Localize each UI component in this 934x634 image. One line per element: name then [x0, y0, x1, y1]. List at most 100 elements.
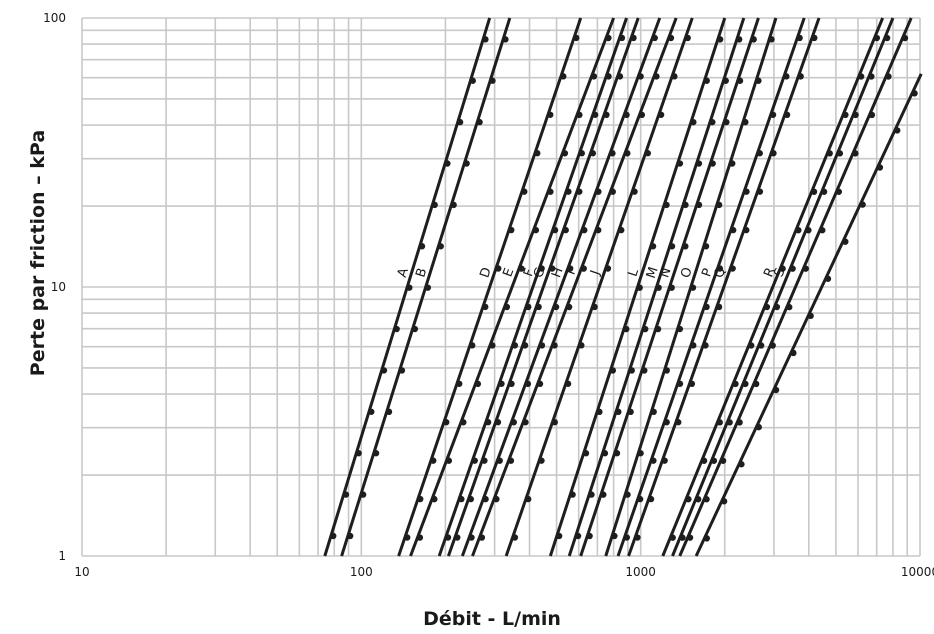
data-point — [630, 34, 637, 42]
data-point — [649, 243, 657, 250]
series-line — [460, 17, 662, 557]
data-point — [732, 380, 739, 388]
data-point — [355, 449, 362, 457]
series-label: Q — [712, 265, 730, 280]
series-q: Q — [627, 17, 821, 557]
data-point — [661, 457, 668, 464]
series-i: I — [471, 17, 678, 557]
data-point — [498, 380, 505, 387]
data-point — [581, 226, 588, 234]
data-point — [524, 380, 532, 388]
data-point — [573, 34, 580, 42]
data-point — [684, 34, 691, 42]
data-point — [679, 534, 686, 541]
data-point — [719, 457, 727, 464]
data-point — [669, 534, 676, 541]
data-point — [586, 532, 593, 540]
data-point — [605, 73, 612, 80]
data-point — [819, 227, 826, 234]
data-point — [735, 36, 743, 43]
data-point — [507, 457, 515, 464]
data-point — [613, 450, 621, 457]
data-point — [564, 380, 572, 387]
series-label: H — [549, 265, 566, 279]
series-p: P — [616, 17, 806, 557]
data-point — [694, 495, 702, 503]
data-point — [883, 34, 891, 42]
data-point — [859, 201, 866, 208]
series-label: A — [395, 266, 412, 279]
data-point — [709, 160, 716, 167]
data-point — [650, 457, 657, 464]
data-point — [398, 367, 406, 374]
series-line — [671, 17, 895, 557]
x-tick-label: 10000 — [901, 565, 934, 579]
data-point — [624, 150, 631, 157]
series-line — [616, 17, 806, 557]
data-point — [641, 325, 649, 333]
data-point — [796, 34, 803, 42]
y-tick-label: 100 — [43, 11, 66, 25]
data-point — [783, 73, 790, 80]
data-point — [773, 303, 781, 311]
data-point — [551, 419, 558, 426]
data-point — [591, 303, 598, 311]
data-point — [618, 34, 626, 42]
data-point — [616, 73, 624, 80]
data-point — [521, 188, 528, 195]
data-point — [676, 160, 684, 167]
data-point — [569, 491, 576, 498]
data-point — [857, 73, 865, 80]
data-point — [566, 265, 574, 272]
data-point — [511, 534, 519, 541]
data-point — [445, 457, 453, 464]
data-point — [591, 111, 599, 118]
data-point — [495, 265, 502, 272]
data-point — [372, 449, 380, 457]
series-label: E — [501, 266, 518, 279]
data-point — [768, 36, 775, 43]
data-point — [795, 226, 802, 234]
data-point — [769, 111, 777, 118]
data-point — [631, 188, 638, 195]
data-point — [663, 419, 670, 426]
data-point — [644, 150, 652, 157]
data-point — [443, 419, 450, 426]
data-point — [555, 532, 563, 540]
data-point — [885, 73, 892, 80]
data-point — [493, 495, 500, 503]
data-point — [450, 201, 457, 209]
data-point — [578, 342, 585, 349]
series-line — [471, 17, 678, 557]
data-point — [547, 188, 554, 195]
y-tick-label: 10 — [51, 280, 66, 294]
data-point — [609, 188, 616, 195]
data-point — [552, 303, 560, 311]
series-label: O — [678, 266, 695, 280]
data-point — [406, 284, 413, 291]
data-point — [536, 380, 544, 388]
data-point — [605, 34, 612, 42]
data-point — [743, 226, 750, 234]
data-point — [561, 150, 569, 157]
data-point — [609, 367, 617, 374]
data-point — [565, 303, 573, 311]
data-point — [482, 495, 489, 503]
series-h: H — [460, 17, 662, 557]
data-point — [654, 325, 662, 333]
series-line — [661, 17, 885, 557]
data-point — [478, 534, 486, 541]
data-point — [532, 226, 540, 234]
data-point — [638, 111, 646, 119]
data-point — [637, 73, 644, 80]
data-point — [502, 36, 509, 43]
data-point — [469, 77, 476, 84]
data-point — [588, 491, 595, 498]
data-point — [726, 419, 733, 426]
data-point — [763, 303, 771, 311]
data-point — [703, 303, 710, 311]
data-point — [807, 312, 814, 320]
data-point — [742, 118, 749, 126]
data-point — [456, 118, 464, 126]
data-point — [460, 419, 467, 426]
